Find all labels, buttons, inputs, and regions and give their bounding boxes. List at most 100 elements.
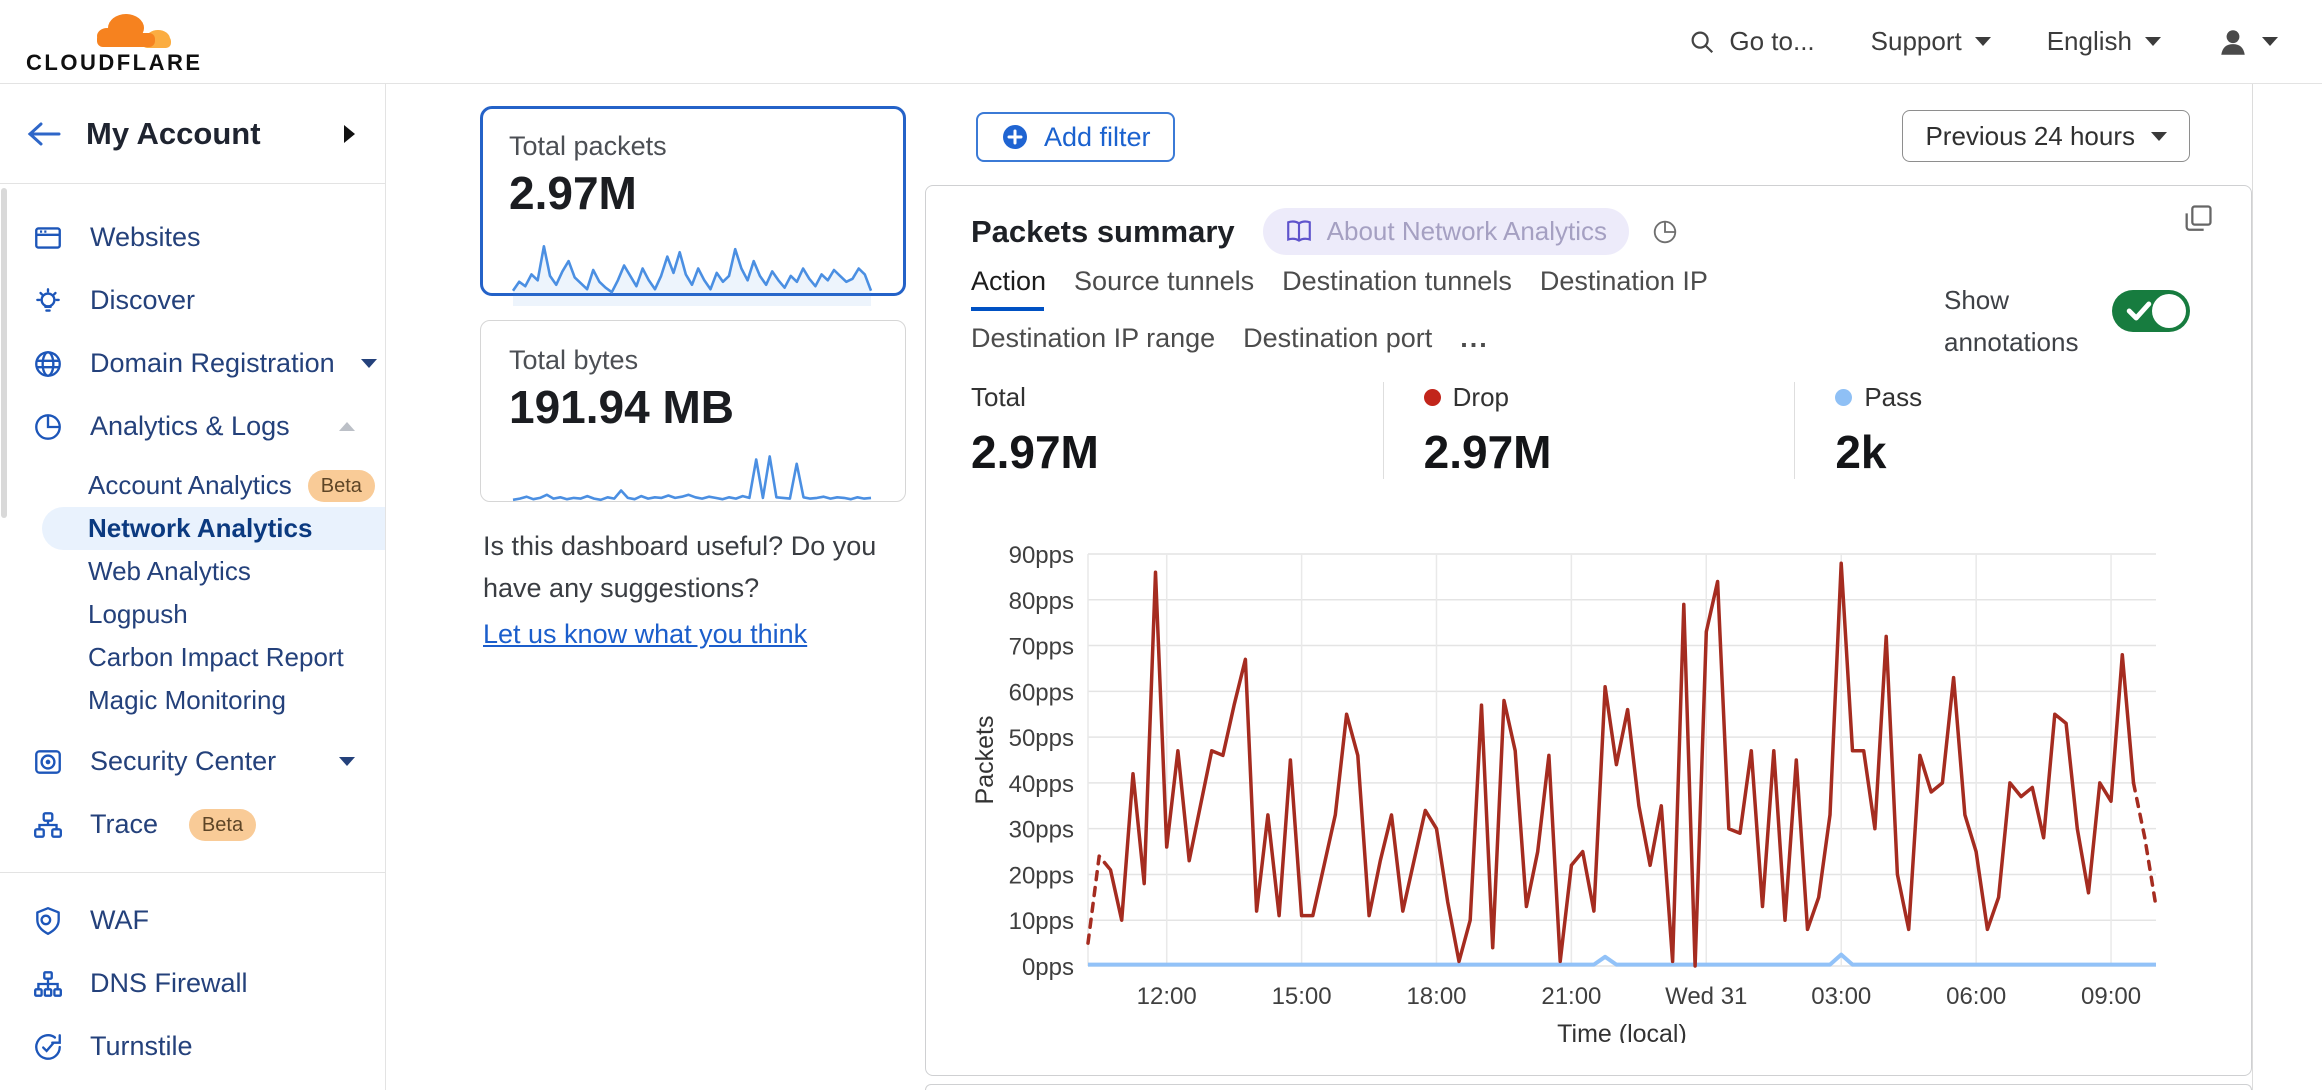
goto-label: Go to... bbox=[1729, 26, 1815, 56]
drop-legend-dot bbox=[1423, 389, 1441, 406]
tab-destination-ip[interactable]: Destination IP bbox=[1539, 266, 1708, 296]
top-bar: CLOUDFLARE Go to... Support English bbox=[0, 0, 2322, 84]
total-packets-card[interactable]: Total packets 2.97M bbox=[480, 106, 906, 306]
sidebar-item-waf[interactable]: WAF bbox=[0, 889, 385, 952]
stat-value: 2.97M bbox=[1423, 426, 1552, 478]
sidebar-item-label: Network Analytics bbox=[88, 513, 313, 543]
add-filter-button[interactable]: Add filter bbox=[976, 112, 1175, 162]
sidebar-item-label: Account Analytics bbox=[88, 470, 292, 500]
sidebar-item-turnstile[interactable]: Turnstile bbox=[0, 1015, 385, 1078]
total-bytes-card[interactable]: Total bytes 191.94 MB bbox=[480, 320, 906, 502]
svg-text:40pps: 40pps bbox=[1009, 771, 1074, 798]
sidebar-divider bbox=[0, 872, 385, 873]
language-menu[interactable]: English bbox=[2047, 26, 2161, 57]
content-right-border bbox=[2252, 84, 2253, 1090]
sidebar-item-trace[interactable]: Trace Beta bbox=[0, 793, 385, 856]
sidebar-item-label: Logpush bbox=[88, 599, 188, 629]
sidebar-item-security-center[interactable]: Security Center bbox=[0, 730, 385, 793]
sidebar-item-analytics-logs[interactable]: Analytics & Logs bbox=[0, 395, 385, 458]
chevron-right-icon[interactable] bbox=[344, 124, 355, 143]
tab-destination-tunnels[interactable]: Destination tunnels bbox=[1282, 266, 1512, 296]
chevron-down-icon bbox=[2262, 37, 2278, 46]
toggle-knob bbox=[2152, 294, 2186, 328]
sidebar-item-websites[interactable]: Websites bbox=[0, 206, 385, 269]
packets-summary-panel: Packets summary About Network Analytics … bbox=[925, 185, 2252, 1076]
sidebar-item-dns-firewall[interactable]: DNS Firewall bbox=[0, 952, 385, 1015]
sidebar-item-carbon-impact-report[interactable]: Carbon Impact Report bbox=[0, 636, 385, 679]
show-annotations-toggle[interactable] bbox=[2112, 290, 2190, 332]
sidebar-item-logpush[interactable]: Logpush bbox=[0, 593, 385, 636]
svg-text:12:00: 12:00 bbox=[1137, 983, 1197, 1010]
cloudflare-logo[interactable]: CLOUDFLARE bbox=[26, 9, 216, 75]
search-icon bbox=[1688, 28, 1716, 56]
about-network-analytics-pill[interactable]: About Network Analytics bbox=[1262, 208, 1630, 255]
card-value: 2.97M bbox=[509, 167, 637, 219]
plus-circle-icon bbox=[1000, 122, 1030, 152]
refresh-check-icon bbox=[32, 1031, 64, 1063]
stat-pass: Pass 2k bbox=[1794, 382, 2206, 479]
analytics-submenu: Account Analytics Beta Network Analytics… bbox=[0, 464, 385, 722]
chevron-up-icon bbox=[339, 422, 355, 431]
back-arrow-icon[interactable] bbox=[26, 119, 62, 149]
sidebar-item-label: Discover bbox=[90, 285, 196, 315]
globe-icon bbox=[32, 348, 64, 380]
shield-gear-icon bbox=[32, 905, 64, 937]
lightbulb-icon bbox=[32, 285, 64, 317]
sidebar-item-label: Domain Registration bbox=[90, 348, 335, 378]
user-menu[interactable] bbox=[2217, 26, 2278, 58]
svg-text:03:00: 03:00 bbox=[1811, 983, 1871, 1010]
sidebar-item-label: DNS Firewall bbox=[90, 968, 248, 998]
sidebar-item-domain-registration[interactable]: Domain Registration bbox=[0, 332, 385, 395]
svg-text:50pps: 50pps bbox=[1009, 725, 1074, 752]
sidebar-item-label: Carbon Impact Report bbox=[88, 642, 344, 672]
svg-text:60pps: 60pps bbox=[1009, 679, 1074, 706]
stat-label: Pass bbox=[1835, 382, 2206, 413]
svg-text:Wed 31: Wed 31 bbox=[1665, 983, 1747, 1010]
tab-action[interactable]: Action bbox=[971, 266, 1050, 311]
packets-time-series-chart: 0pps 10pps 20pps 30pps 40pps 50pps 60pps 70pps 8… bbox=[971, 542, 2158, 1043]
svg-text:10pps: 10pps bbox=[1009, 908, 1074, 935]
sidebar-item-label: WAF bbox=[90, 905, 149, 935]
sidebar-header: My Account bbox=[0, 84, 385, 184]
browser-window-icon bbox=[32, 222, 64, 254]
sidebar-item-magic-monitoring[interactable]: Magic Monitoring bbox=[0, 679, 385, 722]
safe-icon bbox=[32, 746, 64, 778]
support-menu[interactable]: Support bbox=[1871, 26, 1991, 57]
next-panel-top-edge bbox=[925, 1084, 2252, 1090]
tab-destination-port[interactable]: Destination port bbox=[1243, 323, 1433, 353]
sidebar-item-label: Trace bbox=[90, 809, 159, 839]
chevron-down-icon bbox=[339, 757, 355, 766]
chart-type-pie-icon[interactable] bbox=[1651, 218, 1679, 246]
beta-badge: Beta bbox=[307, 469, 375, 502]
add-filter-label: Add filter bbox=[1044, 121, 1151, 152]
feedback-link[interactable]: Let us know what you think bbox=[483, 618, 808, 649]
sidebar-item-account-analytics[interactable]: Account Analytics Beta bbox=[0, 464, 385, 507]
svg-text:06:00: 06:00 bbox=[1946, 983, 2006, 1010]
total-packets-sparkline bbox=[511, 244, 873, 306]
tabs-more-button[interactable]: ... bbox=[1460, 323, 1489, 353]
sidebar-nav: Websites Discover bbox=[0, 184, 385, 1090]
expand-panel-icon[interactable] bbox=[2181, 202, 2215, 236]
svg-text:70pps: 70pps bbox=[1009, 634, 1074, 661]
sidebar-item-discover[interactable]: Discover bbox=[0, 269, 385, 332]
stats-row: Total 2.97M Drop 2.97M Pass 2k bbox=[971, 382, 2206, 479]
sidebar-item-web-analytics[interactable]: Web Analytics bbox=[0, 550, 385, 593]
chevron-down-icon bbox=[2151, 131, 2167, 141]
flowchart-icon bbox=[32, 809, 64, 841]
tab-destination-ip-range[interactable]: Destination IP range bbox=[971, 323, 1216, 353]
sidebar-item-network-analytics[interactable]: Network Analytics bbox=[42, 507, 385, 550]
sidebar: My Account Websites bbox=[0, 84, 386, 1090]
svg-text:15:00: 15:00 bbox=[1272, 983, 1332, 1010]
stat-drop: Drop 2.97M bbox=[1382, 382, 1795, 479]
goto-search[interactable]: Go to... bbox=[1688, 26, 1815, 57]
hierarchy-icon bbox=[32, 968, 64, 1000]
time-range-dropdown[interactable]: Previous 24 hours bbox=[1902, 110, 2190, 162]
svg-text:Packets: Packets bbox=[971, 716, 999, 805]
sidebar-scrollbar[interactable] bbox=[1, 188, 7, 518]
language-label: English bbox=[2046, 26, 2132, 56]
sidebar-item-label: Magic Monitoring bbox=[88, 685, 286, 715]
chevron-down-icon bbox=[2145, 37, 2161, 46]
tab-source-tunnels[interactable]: Source tunnels bbox=[1074, 266, 1255, 296]
pie-chart-icon bbox=[32, 411, 64, 443]
